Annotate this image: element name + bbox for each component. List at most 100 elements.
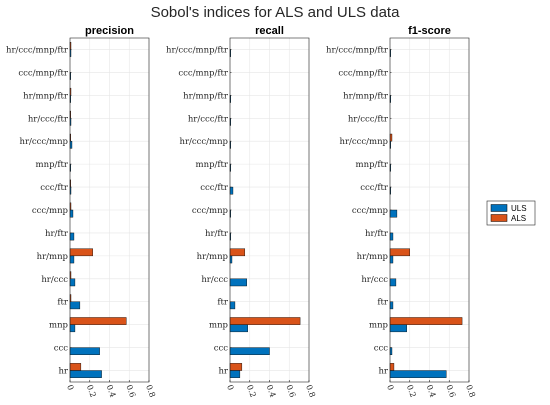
x-tick-label: 0.2 [85,384,98,399]
y-tick-label: hr [378,367,388,377]
figure-title: Sobol's indices for ALS and ULS data [151,4,401,21]
x-tick-label: 0.6 [444,384,457,399]
bar-als-mnp [69,317,127,325]
x-tick-label: 0.4 [105,384,118,399]
y-tick-label: hr/ccc/mnp/ftr [326,45,389,55]
bar-uls-hr-ftr [389,232,394,241]
y-tick-label: ccc/mnp [192,206,229,216]
y-tick-label: hr/mnp [197,252,229,262]
y-tick-label: hr/ftr [45,229,69,239]
bar-als-hr-mnp [229,248,246,257]
bar-uls-hr-ftr [69,232,75,241]
y-tick-label: hr/mnp/ftr [23,91,69,101]
bar-als-hr-mnp [69,248,93,257]
x-tick-label: 0 [225,384,235,392]
x-tick-label: 0.2 [245,384,258,399]
y-tick-label: ftr [217,298,229,308]
y-tick-label: ccc/mnp/ftr [338,68,389,78]
y-tick-label: hr/mnp [357,252,389,262]
y-tick-label: hr/ccc/mnp [339,137,388,147]
bar-uls-hr-ccc [69,278,76,287]
y-tick-label: ccc/ftr [40,183,69,193]
y-tick-label: hr/ccc [361,275,388,285]
bar-uls-mnp [69,324,76,333]
bar-uls-ftr [229,301,236,310]
y-tick-label: hr/ccc/ftr [348,114,389,124]
x-tick-label: 0.4 [425,384,438,399]
bar-uls-ftr [69,301,81,310]
y-tick-label: hr [218,367,228,377]
y-tick-label: ccc/ftr [200,183,229,193]
bar-uls-mnp [389,324,407,333]
bar-uls-hr-mnp [69,255,75,264]
x-tick-label: 0 [385,384,395,392]
bar-uls-ccc [229,347,270,356]
y-tick-label: hr/ccc/mnp [179,137,228,147]
panel-recall: hr ccc mnp ftr hr/ccc hr/mnp hr/ftr ccc/mnp ccc/… [166,25,317,399]
bar-als-mnp [389,317,463,325]
y-tick-label: hr/mnp [37,252,69,262]
y-tick-label: mnp [209,321,229,331]
panel-precision: hr ccc mnp ftr hr/ccc hr/mnp hr/ftr ccc/mnp ccc/… [6,25,157,399]
bar-uls-hr-ccc [229,278,247,287]
y-tick-label: ccc/mnp [352,206,389,216]
bar-uls-ccc-ftr [229,186,234,195]
y-tick-label: ftr [57,298,69,308]
x-tick-label: 0.4 [265,384,278,399]
legend: ULS ALS [486,200,536,226]
y-tick-label: mnp/ftr [36,160,69,170]
y-tick-label: mnp [369,321,389,331]
y-tick-label: mnp [49,321,69,331]
bar-uls-hr [229,370,241,378]
legend-swatch-uls [490,204,508,212]
y-tick-label: hr/ccc/ftr [28,114,69,124]
y-tick-label: hr/ccc [201,275,228,285]
bar-uls-hr [69,370,102,378]
y-tick-label: mnp/ftr [356,160,389,170]
panel-title: f1-score [408,25,451,37]
y-tick-label: ccc [54,344,69,354]
legend-swatch-als [490,214,508,222]
bar-uls-hr-ccc [389,278,397,287]
panel-f1-score: hr ccc mnp ftr hr/ccc hr/mnp hr/ftr ccc/mnp ccc/… [326,25,477,399]
bar-uls-ccc [69,347,100,356]
y-tick-label: ccc/mnp/ftr [18,68,69,78]
y-tick-label: ccc [214,344,229,354]
y-tick-label: ccc/ftr [360,183,389,193]
panel-title: precision [85,25,134,37]
y-tick-label: hr/ftr [205,229,229,239]
y-tick-label: hr/ccc/mnp/ftr [166,45,229,55]
x-tick-label: 0.8 [144,384,157,399]
y-tick-label: ccc [374,344,389,354]
y-tick-label: hr/mnp/ftr [343,91,389,101]
x-tick-label: 0.6 [284,384,297,399]
y-tick-label: hr [58,367,68,377]
y-tick-label: ccc/mnp [32,206,69,216]
bar-als-hr-mnp [389,248,410,257]
bar-uls-ftr [389,301,394,310]
bar-als-hr [229,363,243,371]
x-tick-label: 0.6 [124,384,137,399]
y-tick-label: ccc/mnp/ftr [178,68,229,78]
y-tick-label: hr/ccc [41,275,68,285]
bar-als-mnp [229,317,301,325]
x-tick-label: 0 [65,384,75,392]
y-tick-label: hr/mnp/ftr [183,91,229,101]
y-tick-label: mnp/ftr [196,160,229,170]
x-tick-label: 0.2 [405,384,418,399]
x-tick-label: 0.8 [304,384,317,399]
y-tick-label: ftr [377,298,389,308]
y-tick-label: hr/ccc/mnp/ftr [6,45,69,55]
x-tick-label: 0.8 [464,384,477,399]
bar-als-hr [389,363,395,371]
y-tick-label: hr/ccc/mnp [19,137,68,147]
legend-label-uls: ULS [511,204,527,213]
y-tick-label: hr/ccc/ftr [188,114,229,124]
panel-title: recall [255,25,284,37]
bar-uls-mnp [229,324,248,333]
bar-als-hr [69,363,82,371]
bar-uls-hr-mnp [389,255,394,264]
chart-panels: hr ccc mnp ftr hr/ccc hr/mnp hr/ftr ccc/mnp ccc/… [6,25,477,399]
y-tick-label: hr/ftr [365,229,389,239]
